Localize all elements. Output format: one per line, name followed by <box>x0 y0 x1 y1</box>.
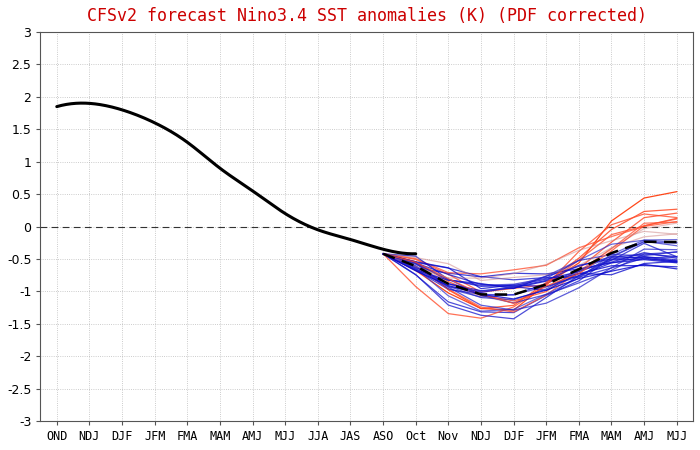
Title: CFSv2 forecast Nino3.4 SST anomalies (K) (PDF corrected): CFSv2 forecast Nino3.4 SST anomalies (K)… <box>87 7 647 25</box>
